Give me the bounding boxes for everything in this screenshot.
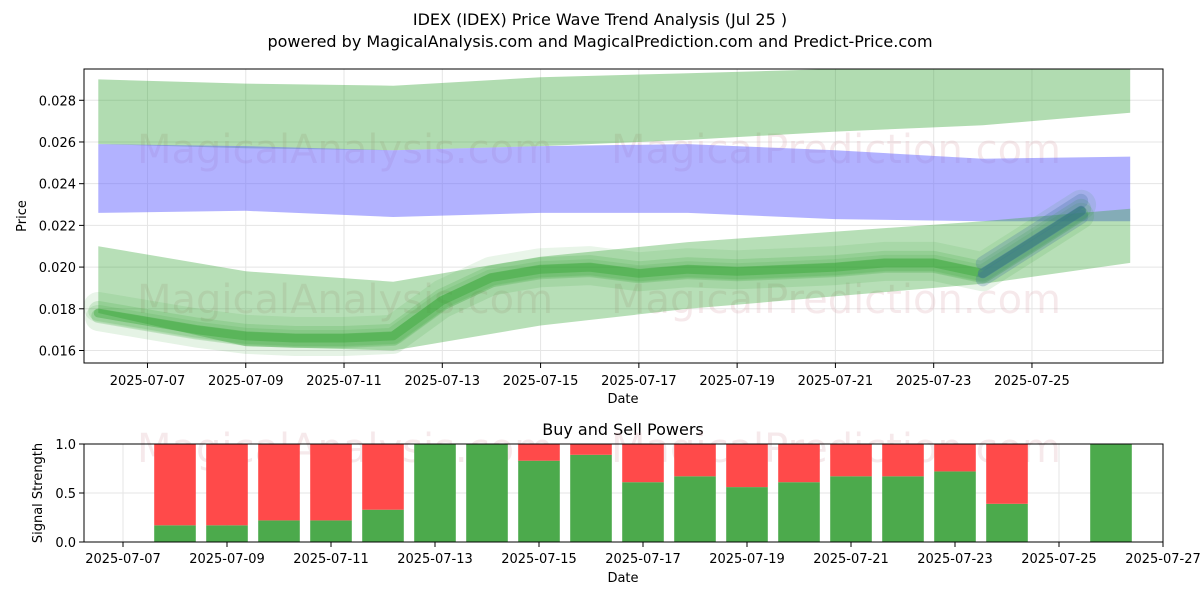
watermark-left-lower: MagicalAnalysis.com: [137, 277, 553, 323]
main-y-tick-label: 0.022: [39, 219, 76, 234]
main-y-tick-label: 0.018: [39, 303, 76, 318]
price-wave-stroke: [93, 206, 1086, 343]
buy-power-bar: [726, 487, 768, 542]
power-y-ticks: 0.0 0.5 1.0: [55, 438, 84, 551]
main-wave: [83, 189, 1097, 356]
chart-title: IDEX (IDEX) Price Wave Trend Analysis (J…: [413, 10, 787, 29]
main-y-axis-title: Price: [15, 200, 30, 232]
main-x-tick-label: 2025-07-21: [798, 374, 874, 389]
power-x-tick-label: 2025-07-27: [1125, 552, 1200, 567]
power-x-tick-label: 2025-07-25: [1021, 552, 1097, 567]
main-x-tick-label: 2025-07-13: [405, 374, 481, 389]
power-y-tick-label: 0.0: [55, 536, 76, 551]
sell-power-bar: [674, 444, 716, 477]
main-y-tick-label: 0.026: [39, 136, 76, 151]
power-x-tick-label: 2025-07-11: [293, 552, 369, 567]
forecast-tail-stroke: [975, 193, 1089, 271]
power-x-tick-label: 2025-07-23: [917, 552, 993, 567]
power-x-axis-title: Date: [607, 571, 638, 586]
buy-power-bar: [310, 520, 352, 542]
buy-power-bar: [362, 509, 404, 542]
power-plot: Buy and Sell Powers MagicalAnalysis.com …: [31, 420, 1200, 586]
power-x-tick-label: 2025-07-17: [605, 552, 681, 567]
buy-power-bar: [258, 520, 300, 542]
price-wave-stroke: [85, 202, 1095, 356]
buy-power-bar: [154, 525, 196, 542]
sell-power-bar: [206, 444, 248, 526]
sell-power-bar: [830, 444, 872, 477]
main-x-axis-title: Date: [607, 392, 638, 407]
main-y-ticks: 0.016 0.018 0.020 0.022 0.024 0.026 0.028: [39, 94, 84, 359]
sell-power-bar: [986, 444, 1028, 504]
main-x-tick-label: 2025-07-11: [306, 374, 382, 389]
main-x-tick-label: 2025-07-15: [503, 374, 579, 389]
price-wave-stroke: [88, 198, 1092, 346]
main-y-tick-label: 0.020: [39, 261, 76, 276]
main-x-tick-label: 2025-07-19: [699, 374, 775, 389]
main-plot-frame: [83, 68, 1164, 364]
power-x-tick-label: 2025-07-07: [85, 552, 161, 567]
main-y-tick-label: 0.024: [39, 178, 76, 193]
buy-power-bar: [778, 482, 820, 542]
sell-power-bar: [934, 444, 976, 472]
power-chart-title: Buy and Sell Powers: [542, 420, 704, 439]
sell-power-bar: [518, 444, 560, 461]
sell-power-bar: [882, 444, 924, 477]
buy-power-bar: [830, 476, 872, 542]
power-x-ticks: 2025-07-07 2025-07-09 2025-07-11 2025-07-13…: [85, 542, 1200, 567]
power-x-tick-label: 2025-07-19: [709, 552, 785, 567]
buy-power-bar: [622, 482, 664, 542]
buy-power-bar: [518, 460, 560, 542]
buy-power-bar: [466, 444, 508, 542]
sell-power-bar: [362, 444, 404, 510]
power-x-tick-label: 2025-07-09: [189, 552, 265, 567]
buy-power-bar: [414, 444, 456, 542]
sell-power-bar: [778, 444, 820, 483]
buy-power-bar: [882, 476, 924, 542]
main-x-tick-label: 2025-07-25: [994, 374, 1070, 389]
buy-power-bar: [934, 471, 976, 542]
main-x-tick-label: 2025-07-09: [208, 374, 284, 389]
main-plot: MagicalAnalysis.com MagicalPrediction.co…: [15, 68, 1164, 407]
buy-power-bar: [986, 503, 1028, 542]
power-x-tick-label: 2025-07-21: [813, 552, 889, 567]
chart-subtitle: powered by MagicalAnalysis.com and Magic…: [267, 32, 932, 51]
power-x-tick-label: 2025-07-13: [397, 552, 473, 567]
middle-band-area: [98, 144, 1131, 222]
power-x-tick-label: 2025-07-15: [501, 552, 577, 567]
forecast-tail-stroke: [975, 209, 1089, 287]
watermark-right-lower: MagicalPrediction.com: [611, 277, 1061, 323]
sell-power-bar: [154, 444, 196, 526]
upper-band-area: [98, 69, 1131, 151]
buy-power-bar: [674, 476, 716, 542]
sell-power-bar: [622, 444, 664, 483]
buy-power-bar: [1090, 444, 1132, 542]
main-y-tick-label: 0.028: [39, 94, 76, 109]
main-y-tick-label: 0.016: [39, 344, 76, 359]
power-y-axis-title: Signal Strength: [31, 443, 46, 543]
main-x-tick-label: 2025-07-17: [601, 374, 677, 389]
sell-power-bar: [258, 444, 300, 521]
price-wave-stroke: [91, 206, 1089, 348]
power-bars: [154, 444, 1132, 542]
power-y-tick-label: 0.5: [55, 487, 76, 502]
sell-power-bar: [726, 444, 768, 488]
main-x-ticks: 2025-07-07 2025-07-09 2025-07-11 2025-07-13…: [110, 363, 1070, 389]
sell-power-bar: [570, 444, 612, 455]
power-y-tick-label: 1.0: [55, 438, 76, 453]
main-x-tick-label: 2025-07-23: [896, 374, 972, 389]
main-x-tick-label: 2025-07-07: [110, 374, 186, 389]
forecast-tail-stroke: [977, 205, 1087, 279]
main-bands: [98, 69, 1131, 351]
buy-power-bar: [206, 525, 248, 542]
sell-power-bar: [310, 444, 352, 521]
buy-power-bar: [570, 454, 612, 542]
price-wave-stroke: [83, 189, 1097, 347]
lower-band-area: [98, 208, 1131, 351]
